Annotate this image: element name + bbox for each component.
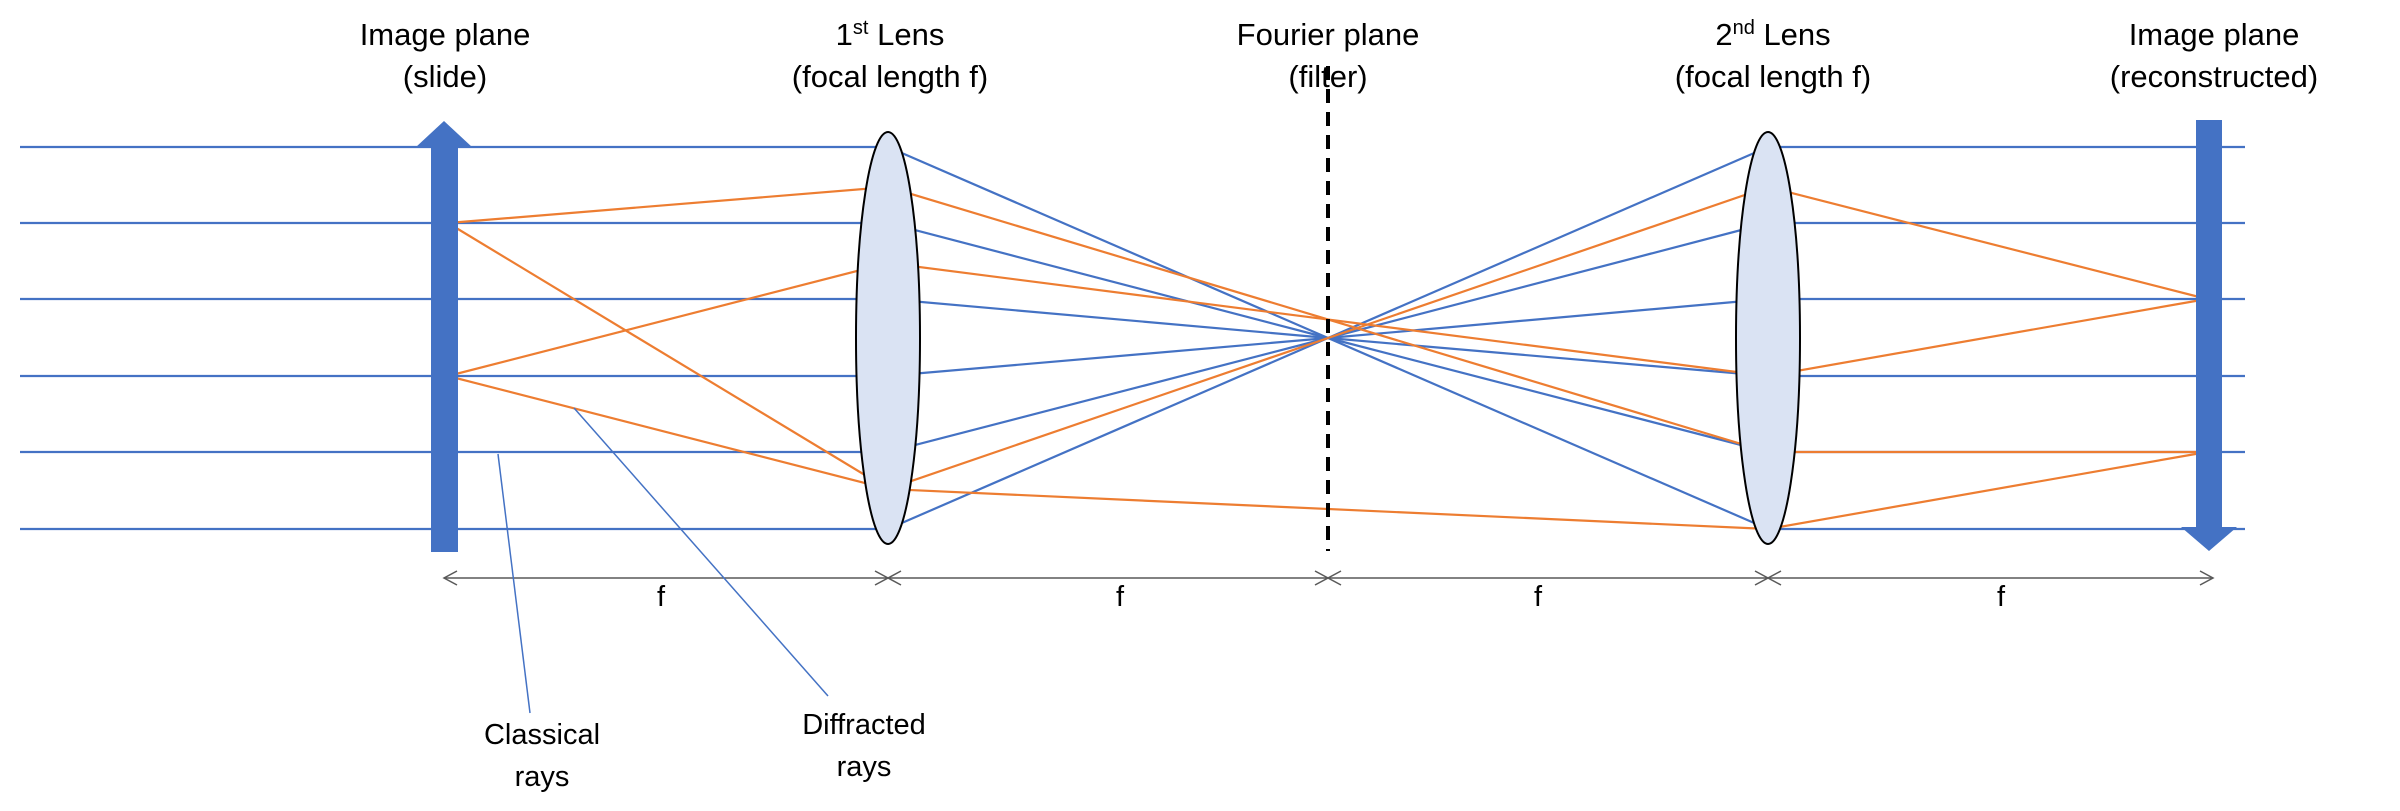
fourier-plane-subtitle: (filter)	[1288, 59, 1367, 94]
classical-rays-label-line1: Classical	[484, 719, 600, 751]
diffracted-ray-4	[447, 185, 2208, 491]
annotation-pointers	[497, 407, 829, 714]
lens-1	[855, 131, 921, 545]
lens-1-ordinal: 1	[836, 17, 853, 52]
classical-pointer	[497, 453, 531, 714]
lens-2-ordinal-suffix: nd	[1733, 17, 1755, 39]
lens-2-subtitle: (focal length f)	[1675, 59, 1871, 94]
classical-rays-diverging	[1327, 145, 1769, 531]
diffracted-rays-label-line1: Diffracted	[802, 709, 926, 741]
lens-1-title: 1st Lens	[836, 17, 945, 52]
lens-2-title: 2nd Lens	[1715, 17, 1830, 52]
diffracted-rays-label-line2: rays	[837, 751, 892, 783]
lens-2-ordinal: 2	[1715, 17, 1732, 52]
distance-label-2: f	[1116, 581, 1125, 613]
slide-plane-title: Image plane	[360, 17, 531, 52]
distance-label-3: f	[1534, 581, 1543, 613]
reconstructed-image-arrow	[2181, 120, 2237, 551]
lens-2-title-rest: Lens	[1755, 17, 1831, 52]
slide-image-arrow	[416, 121, 472, 552]
fourier-plane-title: Fourier plane	[1237, 17, 1420, 52]
classical-rays-label-line2: rays	[515, 761, 570, 793]
classical-rays-converging	[887, 145, 1329, 531]
distance-label-1: f	[657, 581, 666, 613]
slide-plane-subtitle: (slide)	[403, 59, 487, 94]
reconstructed-plane-subtitle: (reconstructed)	[2110, 59, 2318, 94]
lens-1-subtitle: (focal length f)	[792, 59, 988, 94]
lens-1-title-rest: Lens	[868, 17, 944, 52]
lens-1-ordinal-suffix: st	[853, 17, 869, 39]
distance-label-4: f	[1997, 581, 2006, 613]
reconstructed-plane-title: Image plane	[2129, 17, 2300, 52]
lens-2	[1735, 131, 1801, 545]
diffracted-pointer	[573, 407, 829, 697]
dimension-lines	[442, 570, 2215, 586]
